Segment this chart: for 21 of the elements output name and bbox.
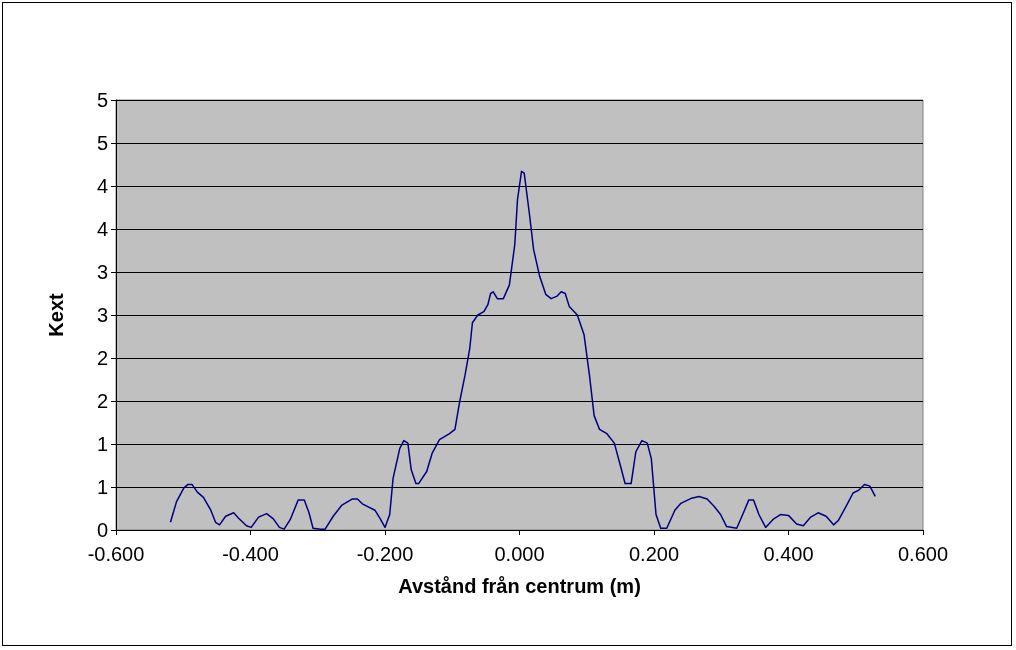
y-tick-label: 1	[96, 476, 108, 498]
x-tick-label: 0.000	[494, 543, 545, 565]
x-axis-title: Avstånd från centrum (m)	[398, 575, 641, 597]
x-tick-label: -0.200	[356, 543, 414, 565]
y-tick-label: 1	[96, 433, 108, 455]
y-tick-label: 2	[96, 347, 108, 369]
x-tick-label: 0.200	[628, 543, 680, 565]
x-tick-label: 0.400	[763, 543, 814, 565]
y-tick-label: 5	[96, 89, 108, 111]
y-tick-label: 0	[96, 519, 108, 541]
x-tick-label: 0.600	[897, 543, 949, 565]
x-tick-label: -0.400	[222, 543, 279, 565]
x-tick-label: -0.600	[87, 543, 145, 565]
line-series	[169, 170, 876, 530]
y-tick-label: 2	[96, 390, 108, 412]
y-tick-label: 3	[96, 304, 108, 326]
y-axis-title: Kext	[45, 292, 67, 337]
y-tick-label: 4	[96, 175, 108, 197]
y-tick-label: 3	[96, 261, 108, 283]
y-tick-label: 5	[96, 132, 108, 154]
y-tick-label: 4	[96, 218, 108, 240]
